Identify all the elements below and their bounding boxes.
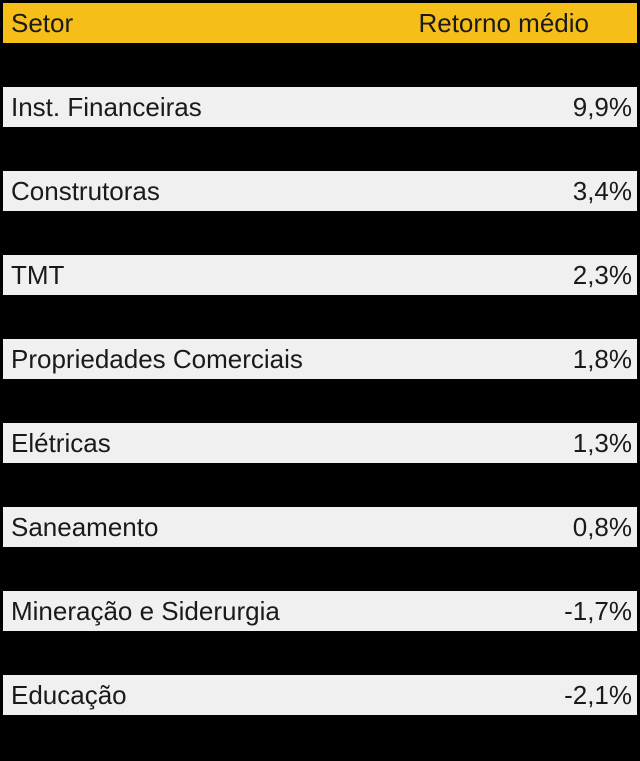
table-row: Construtoras 3,4% bbox=[3, 171, 637, 211]
value-cell: 9,9% bbox=[572, 92, 632, 122]
table-row: Mineração e Siderurgia -1,7% bbox=[3, 591, 637, 631]
sector-cell: Propriedades Comerciais bbox=[11, 344, 303, 374]
value-cell: 2,3% bbox=[572, 260, 632, 290]
table-row: Inst. Financeiras 9,9% bbox=[3, 87, 637, 127]
value-cell: 3,4% bbox=[572, 176, 632, 206]
value-cell: 1,3% bbox=[572, 428, 632, 458]
table-row: Propriedades Comerciais 1,8% bbox=[3, 339, 637, 379]
table-row: Elétricas 1,3% bbox=[3, 423, 637, 463]
header-sector-label: Setor bbox=[11, 8, 74, 38]
table-row: Educação -2,1% bbox=[3, 675, 637, 715]
sector-cell: Construtoras bbox=[11, 176, 160, 206]
sector-cell: Inst. Financeiras bbox=[11, 92, 202, 122]
table-header-row: Setor Retorno médio bbox=[3, 3, 637, 43]
sector-cell: Saneamento bbox=[11, 512, 159, 542]
sector-cell: Elétricas bbox=[11, 428, 111, 458]
value-cell: 1,8% bbox=[572, 344, 632, 374]
table-row: Saneamento 0,8% bbox=[3, 507, 637, 547]
value-cell: -2,1% bbox=[564, 680, 632, 710]
sector-cell: TMT bbox=[11, 260, 65, 290]
sector-cell: Educação bbox=[11, 680, 127, 710]
sector-cell: Mineração e Siderurgia bbox=[11, 596, 280, 626]
table-row: TMT 2,3% bbox=[3, 255, 637, 295]
sector-returns-table: Setor Retorno médio Inst. Financeiras 9,… bbox=[3, 3, 637, 715]
value-cell: 0,8% bbox=[572, 512, 632, 542]
header-value-label: Retorno médio bbox=[418, 8, 589, 38]
value-cell: -1,7% bbox=[564, 596, 632, 626]
